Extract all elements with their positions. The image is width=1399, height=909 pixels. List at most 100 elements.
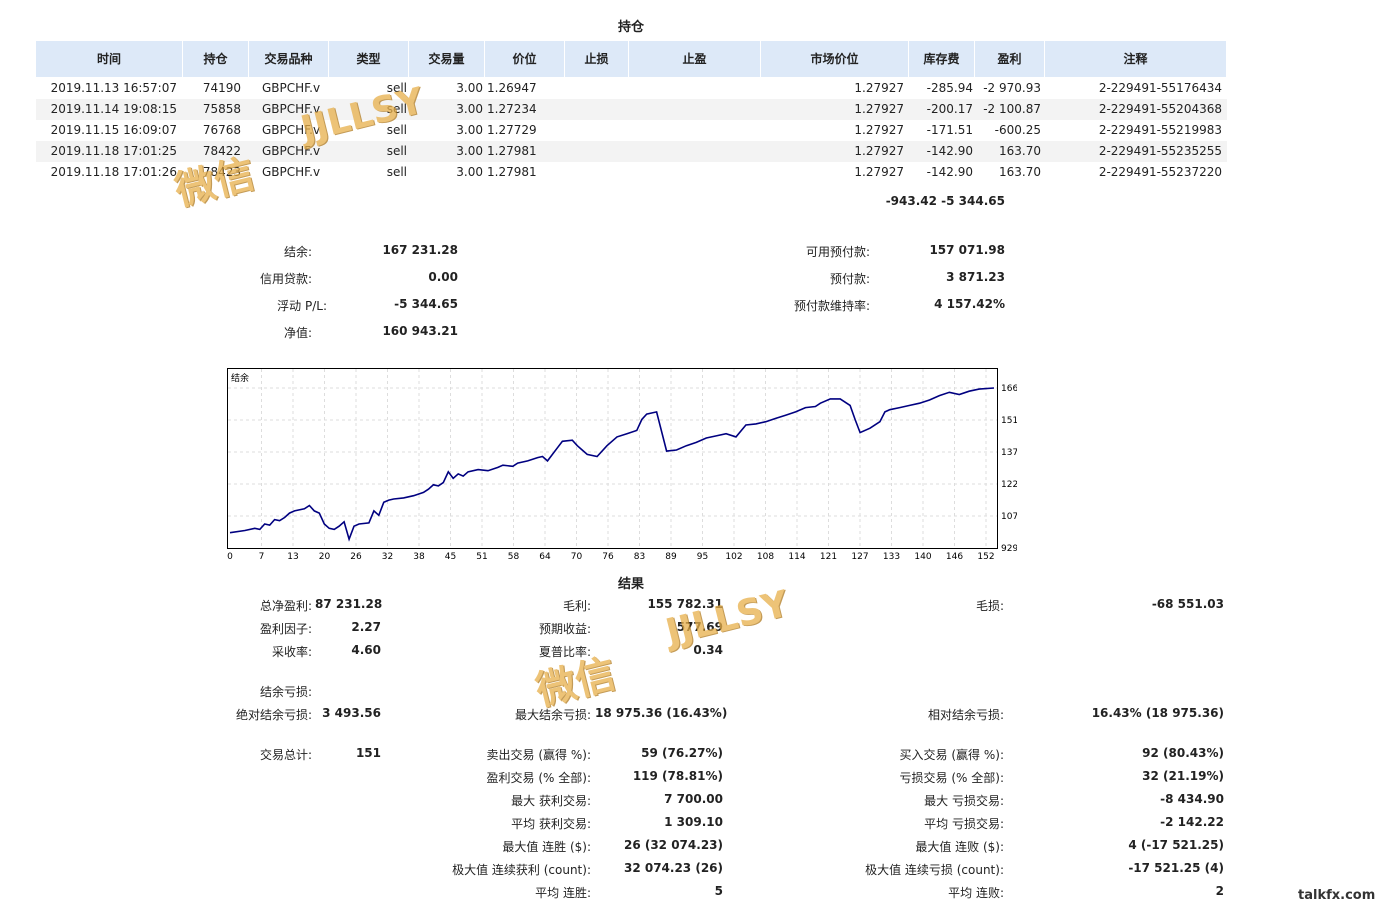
x-tick-label: 140 [914,552,931,562]
result-value: 32 074.23 (26) [623,861,723,875]
table-cell: 2019.11.18 17:01:26 [50,165,177,179]
table-cell [631,162,759,183]
table-cell: sell [386,102,407,116]
table-row[interactable]: 2019.11.14 19:08:15 75858 GBPCHF.v sell 3.00… [36,99,1227,120]
table-cell [567,162,627,183]
table-cell: 2-229491-55235255 [1098,144,1222,158]
y-tick-label: 166492 [1001,384,1017,394]
result-label: 相对结余亏损: [927,708,1004,722]
table-cell: GBPCHF.v [262,102,321,116]
column-header[interactable]: 止盈 [629,41,761,77]
table-cell: 2019.11.15 16:09:07 [50,123,177,137]
margin-label: 预付款: [829,272,870,286]
column-header[interactable]: 交易量 [409,41,485,77]
table-cell: 1.27981 [487,165,537,179]
table-cell [631,120,759,141]
table-cell: GBPCHF.v [262,123,321,137]
table-row[interactable]: 2019.11.18 17:01:25 78422 GBPCHF.v sell 3.00… [36,141,1227,162]
result-value: 155 782.31 [647,597,723,611]
column-header[interactable]: 盈利 [975,41,1045,77]
table-cell: 2-229491-55237220 [1098,165,1222,179]
result-label: 平均 连败: [948,886,1004,900]
table-cell: 78422 [202,144,241,158]
result-label: 最大值 连胜 ($): [502,840,591,854]
table-cell: GBPCHF.v [262,144,321,158]
table-cell: 2019.11.14 19:08:15 [50,102,177,116]
result-value: 151 [355,746,381,760]
result-label: 卖出交易 (赢得 %): [486,748,591,762]
column-header[interactable]: 价位 [485,41,565,77]
result-label: 亏损交易 (% 全部): [899,771,1004,785]
result-value: 7 700.00 [664,792,723,806]
x-tick-label: 108 [757,552,774,562]
table-cell [567,141,627,162]
result-value: 2 [1215,884,1224,898]
column-header[interactable]: 时间 [36,41,183,77]
table-cell: 2019.11.18 17:01:25 [50,144,177,158]
table-cell: 74190 [202,81,241,95]
result-label: 平均 连胜: [535,886,591,900]
table-row[interactable]: 2019.11.15 16:09:07 76768 GBPCHF.v sell 3.00… [36,120,1227,141]
floating-pl-value: -5 344.65 [394,297,458,311]
table-cell: -285.94 [926,81,973,95]
table-cell: 1.26947 [487,81,537,95]
result-value: -17 521.25 (4) [1128,861,1224,875]
result-label: 买入交易 (赢得 %): [899,748,1004,762]
column-header[interactable]: 注释 [1045,41,1227,77]
column-header[interactable]: 止损 [565,41,629,77]
result-label: 最大结余亏损: [514,708,591,722]
result-value: 26 (32 074.23) [623,838,723,852]
column-header[interactable]: 交易品种 [249,41,329,77]
table-cell: 2-229491-55176434 [1098,81,1222,95]
result-label: 盈利交易 (% 全部): [486,771,591,785]
table-row[interactable]: 2019.11.13 16:57:07 74190 GBPCHF.v sell 3.00… [36,78,1227,99]
column-header[interactable]: 市场价位 [761,41,909,77]
table-cell: -2 970.93 [983,81,1041,95]
result-label: 极大值 连续获利 (count): [452,863,591,877]
balance-line [229,387,995,542]
result-value: 3 493.56 [322,706,381,720]
table-cell: sell [386,123,407,137]
chart-frame [227,368,998,549]
column-header[interactable]: 库存费 [909,41,975,77]
x-tick-label: 70 [571,552,583,562]
credit-value: 0.00 [428,270,458,284]
table-cell [631,78,759,99]
table-cell [631,141,759,162]
table-cell: sell [386,81,407,95]
column-header[interactable]: 类型 [329,41,409,77]
table-cell: 76768 [202,123,241,137]
free-margin-value: 157 071.98 [929,243,1005,257]
table-cell: 3.00 [456,144,483,158]
balance-chart: 0 7 13 20 26 32 38 45 51 58 64 70 76 83 89 95 102 108 114 1… [227,368,1017,562]
x-tick-label: 89 [665,552,677,562]
table-row[interactable]: 2019.11.18 17:01:26 78423 GBPCHF.v sell 3.00… [36,162,1227,183]
result-value: 0.34 [693,643,723,657]
x-tick-label: 0 [227,552,233,562]
table-cell [567,78,627,99]
result-value: 16.43% (18 975.36) [1091,706,1224,720]
y-tick-label: 92970 [1001,544,1017,554]
table-cell: 1.27927 [854,144,904,158]
result-label: 夏普比率: [538,645,591,659]
table-cell: 1.27927 [854,165,904,179]
y-tick-label: 107675 [1001,512,1017,522]
table-cell: 3.00 [456,123,483,137]
column-header[interactable]: 持仓 [183,41,249,77]
x-tick-label: 51 [476,552,487,562]
result-value: 577.69 [676,620,723,634]
margin-value: 3 871.23 [946,270,1005,284]
balance-label: 结余: [283,245,312,259]
table-cell: sell [386,144,407,158]
site-watermark: talkfx.com [1298,888,1376,903]
result-label: 预期收益: [538,622,591,636]
table-cell: 1.27927 [854,102,904,116]
x-tick-label: 121 [820,552,837,562]
x-tick-label: 64 [539,552,551,562]
table-cell: -142.90 [926,144,973,158]
y-tick-label: 122379 [1001,480,1017,490]
result-value: -8 434.90 [1160,792,1224,806]
result-value: 18 975.36 (16.43%) [595,706,728,720]
result-value: -68 551.03 [1151,597,1224,611]
x-tick-label: 13 [287,552,298,562]
